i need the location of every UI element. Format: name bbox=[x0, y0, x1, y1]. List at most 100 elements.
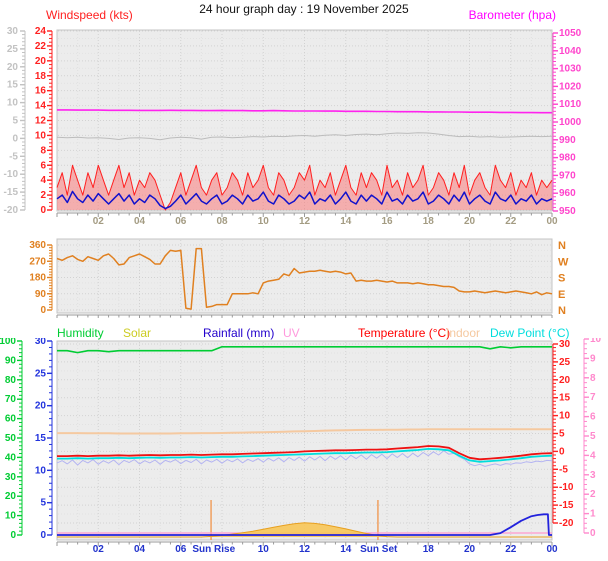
temp-tick-label: -5 bbox=[559, 464, 568, 475]
temp-tick-label: -15 bbox=[559, 500, 574, 511]
x-tick-label: 12 bbox=[299, 544, 311, 555]
gray-tick-label: 5 bbox=[12, 116, 18, 127]
x-tick-label: 00 bbox=[546, 544, 558, 555]
x-tick-label: 08 bbox=[216, 216, 228, 227]
rainfall-series bbox=[57, 513, 552, 536]
gray-tick-label: 20 bbox=[7, 62, 19, 73]
x-tick-label: 10 bbox=[258, 544, 270, 555]
gray-tick-label: 0 bbox=[12, 133, 18, 144]
baro-tick-label: 1030 bbox=[559, 64, 582, 75]
gray-tick-label: -15 bbox=[4, 187, 19, 198]
hum-tick-label: 90 bbox=[5, 355, 17, 366]
uv-tick-label: 4 bbox=[590, 450, 596, 461]
indoor-series bbox=[57, 428, 552, 435]
hum-tick-label: 100 bbox=[0, 338, 16, 347]
gray-tick-label: 30 bbox=[7, 26, 19, 37]
temp-tick-label: 5 bbox=[559, 429, 565, 440]
dewpoint-minute-series bbox=[56, 450, 553, 467]
baro-tick-label: 1050 bbox=[559, 28, 582, 39]
baro-tick-label: 1010 bbox=[559, 99, 582, 110]
rain-tick-label: 5 bbox=[40, 498, 46, 509]
wind-tick-label: 2 bbox=[40, 190, 46, 201]
rain-tick-label: 10 bbox=[35, 465, 47, 476]
x-tick-label: 04 bbox=[134, 216, 146, 227]
gray-tick-label: 15 bbox=[7, 80, 19, 91]
plot-area bbox=[56, 340, 553, 541]
x-tick-label: 04 bbox=[134, 544, 146, 555]
hum-tick-label: 30 bbox=[5, 472, 17, 483]
legend-humidity: Humidity bbox=[57, 326, 104, 340]
wind-tick-label: 0 bbox=[40, 205, 46, 216]
baro-tick-label: 1020 bbox=[559, 81, 582, 92]
legend-indoor: Indoor bbox=[446, 326, 481, 340]
uv-tick-label: 8 bbox=[590, 373, 596, 384]
legend-dew-point-c: Dew Point (°C) bbox=[490, 326, 570, 340]
wind-gust-series bbox=[56, 164, 553, 211]
x-tick-label: 16 bbox=[381, 216, 393, 227]
legend-temperature-c: Temperature (°C) bbox=[358, 326, 451, 340]
temp-tick-label: 30 bbox=[559, 339, 571, 350]
x-tick-label: 06 bbox=[175, 216, 187, 227]
hum-tick-label: 60 bbox=[5, 414, 17, 425]
wind-tick-label: 10 bbox=[35, 130, 47, 141]
windspeed-barometer-chart: 302520151050-5-10-15-2024222018161412108… bbox=[4, 26, 582, 227]
wind-tick-label: 18 bbox=[35, 71, 47, 82]
barometer-series bbox=[57, 109, 552, 114]
x-tick-label: 14 bbox=[340, 544, 352, 555]
hum-tick-label: 0 bbox=[10, 530, 16, 541]
hum-tick-label: 50 bbox=[5, 433, 17, 444]
rain-tick-label: 30 bbox=[35, 338, 47, 347]
temp-tick-label: 20 bbox=[559, 375, 571, 386]
gray-tick-label: -5 bbox=[9, 151, 18, 162]
uv-tick-label: 2 bbox=[590, 489, 596, 500]
humidity-temperature-chart: 1009080706050403020100302520151050302520… bbox=[0, 338, 602, 555]
uv-tick-label: 10 bbox=[590, 338, 602, 345]
baro-tick-label: 950 bbox=[559, 206, 576, 217]
page-title: 24 hour graph day : 19 November 2025 bbox=[199, 2, 409, 16]
rain-tick-label: 0 bbox=[40, 530, 46, 541]
dir-tick-label: 360 bbox=[29, 240, 46, 251]
wind-tick-label: 24 bbox=[35, 26, 47, 37]
hum-tick-label: 20 bbox=[5, 491, 17, 502]
rain-tick-label: 15 bbox=[35, 433, 47, 444]
legend-uv: UV bbox=[283, 326, 300, 340]
x-tick-label: 14 bbox=[340, 216, 352, 227]
x-tick-label: 20 bbox=[464, 216, 476, 227]
x-tick-label: 20 bbox=[464, 544, 476, 555]
gray-tick-label: 25 bbox=[7, 44, 19, 55]
x-tick-label: 00 bbox=[546, 216, 558, 227]
barometer-legend: Barometer (hpa) bbox=[468, 8, 556, 22]
baro-tick-label: 990 bbox=[559, 135, 576, 146]
humidity-series bbox=[57, 345, 552, 354]
wind-tick-label: 8 bbox=[40, 145, 46, 156]
x-tick-label: 06 bbox=[175, 544, 187, 555]
baro-tick-label: 980 bbox=[559, 153, 576, 164]
windspeed-legend: Windspeed (kts) bbox=[46, 8, 133, 22]
x-tick-label: 18 bbox=[423, 216, 435, 227]
baro-tick-label: 1040 bbox=[559, 46, 582, 57]
temp-tick-label: -20 bbox=[559, 518, 574, 529]
baro-tick-label: 960 bbox=[559, 188, 576, 199]
temp-tick-label: 0 bbox=[559, 446, 565, 457]
temp-tick-label: -10 bbox=[559, 482, 574, 493]
x-tick-label: 12 bbox=[299, 216, 311, 227]
rain-tick-label: 20 bbox=[35, 401, 47, 412]
temperature-series bbox=[57, 445, 553, 461]
dir-tick-label: 180 bbox=[29, 273, 46, 284]
compass-letter: E bbox=[558, 289, 565, 301]
legend-solar: Solar bbox=[123, 326, 152, 340]
uv-tick-label: 7 bbox=[590, 392, 596, 403]
gray-trend-series bbox=[56, 132, 553, 141]
temp-tick-label: 25 bbox=[559, 357, 571, 368]
uv-tick-label: 1 bbox=[590, 509, 596, 520]
gray-tick-label: 10 bbox=[7, 98, 19, 109]
compass-letter: W bbox=[558, 256, 569, 268]
wind-gust-fill bbox=[57, 165, 552, 210]
wind-average-series bbox=[56, 190, 553, 210]
dew-point-series bbox=[57, 447, 553, 463]
compass-letter: S bbox=[558, 273, 565, 285]
x-tick-label: 02 bbox=[93, 216, 105, 227]
uv-tick-label: 9 bbox=[590, 353, 596, 364]
dir-tick-label: 0 bbox=[40, 305, 46, 316]
